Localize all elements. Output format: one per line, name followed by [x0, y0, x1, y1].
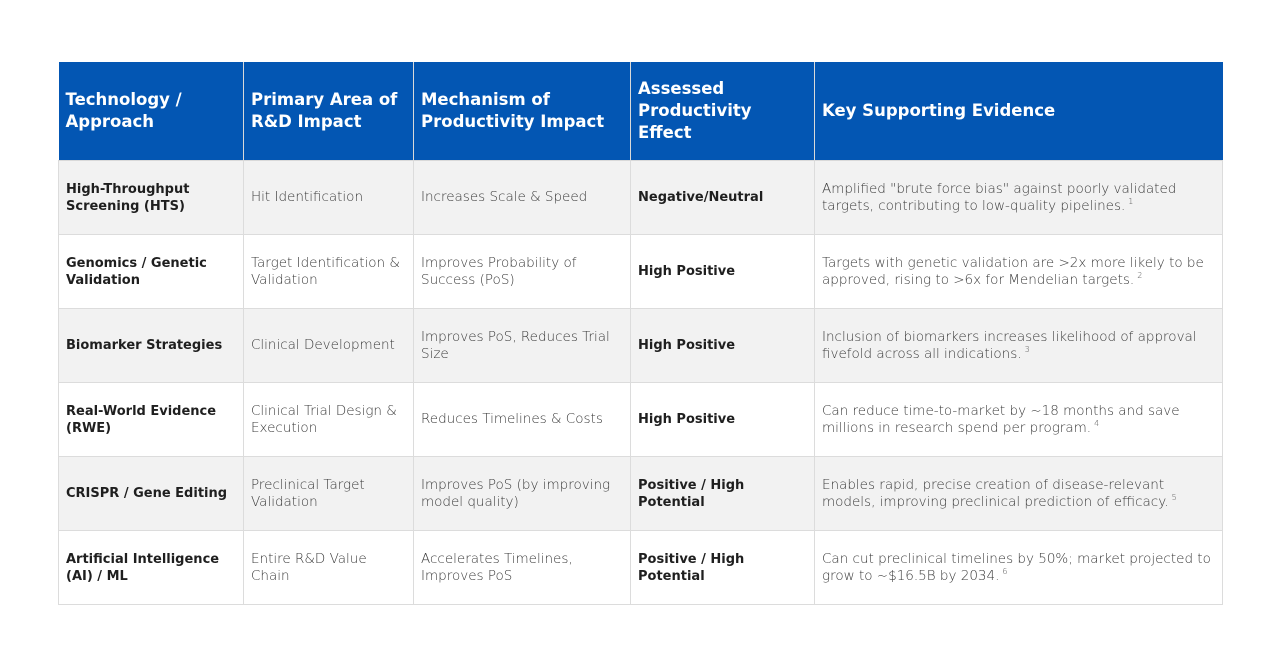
- cell-technology: Artificial Intelligence (AI) / ML: [58, 530, 244, 605]
- cell-technology: High-Throughput Screening (HTS): [58, 160, 244, 235]
- cell-effect: Positive / High Potential: [630, 456, 815, 531]
- cell-mechanism: Increases Scale & Speed: [413, 160, 631, 235]
- cell-effect: High Positive: [630, 308, 815, 383]
- evidence-text: Inclusion of biomarkers increases likeli…: [822, 328, 1197, 362]
- header-row: Technology / Approach Primary Area of R&…: [58, 62, 1223, 161]
- cell-technology: Real-World Evidence (RWE): [58, 382, 244, 457]
- table-row: Real-World Evidence (RWE) Clinical Trial…: [58, 382, 1223, 457]
- citation-ref: 2: [1137, 271, 1143, 280]
- table-row: CRISPR / Gene Editing Preclinical Target…: [58, 456, 1223, 531]
- cell-mechanism: Accelerates Timelines, Improves PoS: [413, 530, 631, 605]
- cell-evidence: Targets with genetic validation are >2x …: [814, 234, 1223, 309]
- evidence-text: Enables rapid, precise creation of disea…: [822, 476, 1169, 510]
- header-technology: Technology / Approach: [58, 62, 244, 161]
- header-mechanism: Mechanism of Productivity Impact: [413, 62, 631, 161]
- citation-ref: 6: [1002, 567, 1008, 576]
- cell-evidence: Amplified "brute force bias" against poo…: [814, 160, 1223, 235]
- cell-area: Target Identification & Validation: [243, 234, 414, 309]
- evidence-text: Targets with genetic validation are >2x …: [822, 254, 1204, 288]
- cell-mechanism: Improves Probability of Success (PoS): [413, 234, 631, 309]
- cell-effect: High Positive: [630, 234, 815, 309]
- table-row: Biomarker Strategies Clinical Developmen…: [58, 308, 1223, 383]
- evidence-text: Can cut preclinical timelines by 50%; ma…: [822, 550, 1211, 584]
- cell-mechanism: Reduces Timelines & Costs: [413, 382, 631, 457]
- citation-ref: 5: [1171, 493, 1177, 502]
- cell-technology: CRISPR / Gene Editing: [58, 456, 244, 531]
- cell-mechanism: Improves PoS, Reduces Trial Size: [413, 308, 631, 383]
- cell-effect: Negative/Neutral: [630, 160, 815, 235]
- cell-technology: Genomics / Genetic Validation: [58, 234, 244, 309]
- cell-evidence: Inclusion of biomarkers increases likeli…: [814, 308, 1223, 383]
- header-effect: Assessed Productivity Effect: [630, 62, 815, 161]
- cell-area: Preclinical Target Validation: [243, 456, 414, 531]
- cell-evidence: Can cut preclinical timelines by 50%; ma…: [814, 530, 1223, 605]
- evidence-text: Amplified "brute force bias" against poo…: [822, 180, 1177, 214]
- comparison-table-container: Technology / Approach Primary Area of R&…: [58, 62, 1223, 605]
- citation-ref: 4: [1094, 419, 1100, 428]
- cell-area: Hit Identification: [243, 160, 414, 235]
- evidence-text: Can reduce time-to-market by ~18 months …: [822, 402, 1180, 436]
- header-evidence: Key Supporting Evidence: [814, 62, 1223, 161]
- table-header: Technology / Approach Primary Area of R&…: [58, 62, 1223, 161]
- cell-effect: High Positive: [630, 382, 815, 457]
- cell-area: Clinical Trial Design & Execution: [243, 382, 414, 457]
- table-row: Genomics / Genetic Validation Target Ide…: [58, 234, 1223, 309]
- rd-technology-table: Technology / Approach Primary Area of R&…: [58, 62, 1223, 605]
- citation-ref: 3: [1024, 345, 1030, 354]
- table-body: High-Throughput Screening (HTS) Hit Iden…: [58, 160, 1223, 605]
- citation-ref: 1: [1128, 197, 1134, 206]
- cell-evidence: Enables rapid, precise creation of disea…: [814, 456, 1223, 531]
- table-row: Artificial Intelligence (AI) / ML Entire…: [58, 530, 1223, 605]
- header-area: Primary Area of R&D Impact: [243, 62, 414, 161]
- cell-technology: Biomarker Strategies: [58, 308, 244, 383]
- cell-evidence: Can reduce time-to-market by ~18 months …: [814, 382, 1223, 457]
- cell-area: Clinical Development: [243, 308, 414, 383]
- cell-mechanism: Improves PoS (by improving model quality…: [413, 456, 631, 531]
- table-row: High-Throughput Screening (HTS) Hit Iden…: [58, 160, 1223, 235]
- cell-area: Entire R&D Value Chain: [243, 530, 414, 605]
- cell-effect: Positive / High Potential: [630, 530, 815, 605]
